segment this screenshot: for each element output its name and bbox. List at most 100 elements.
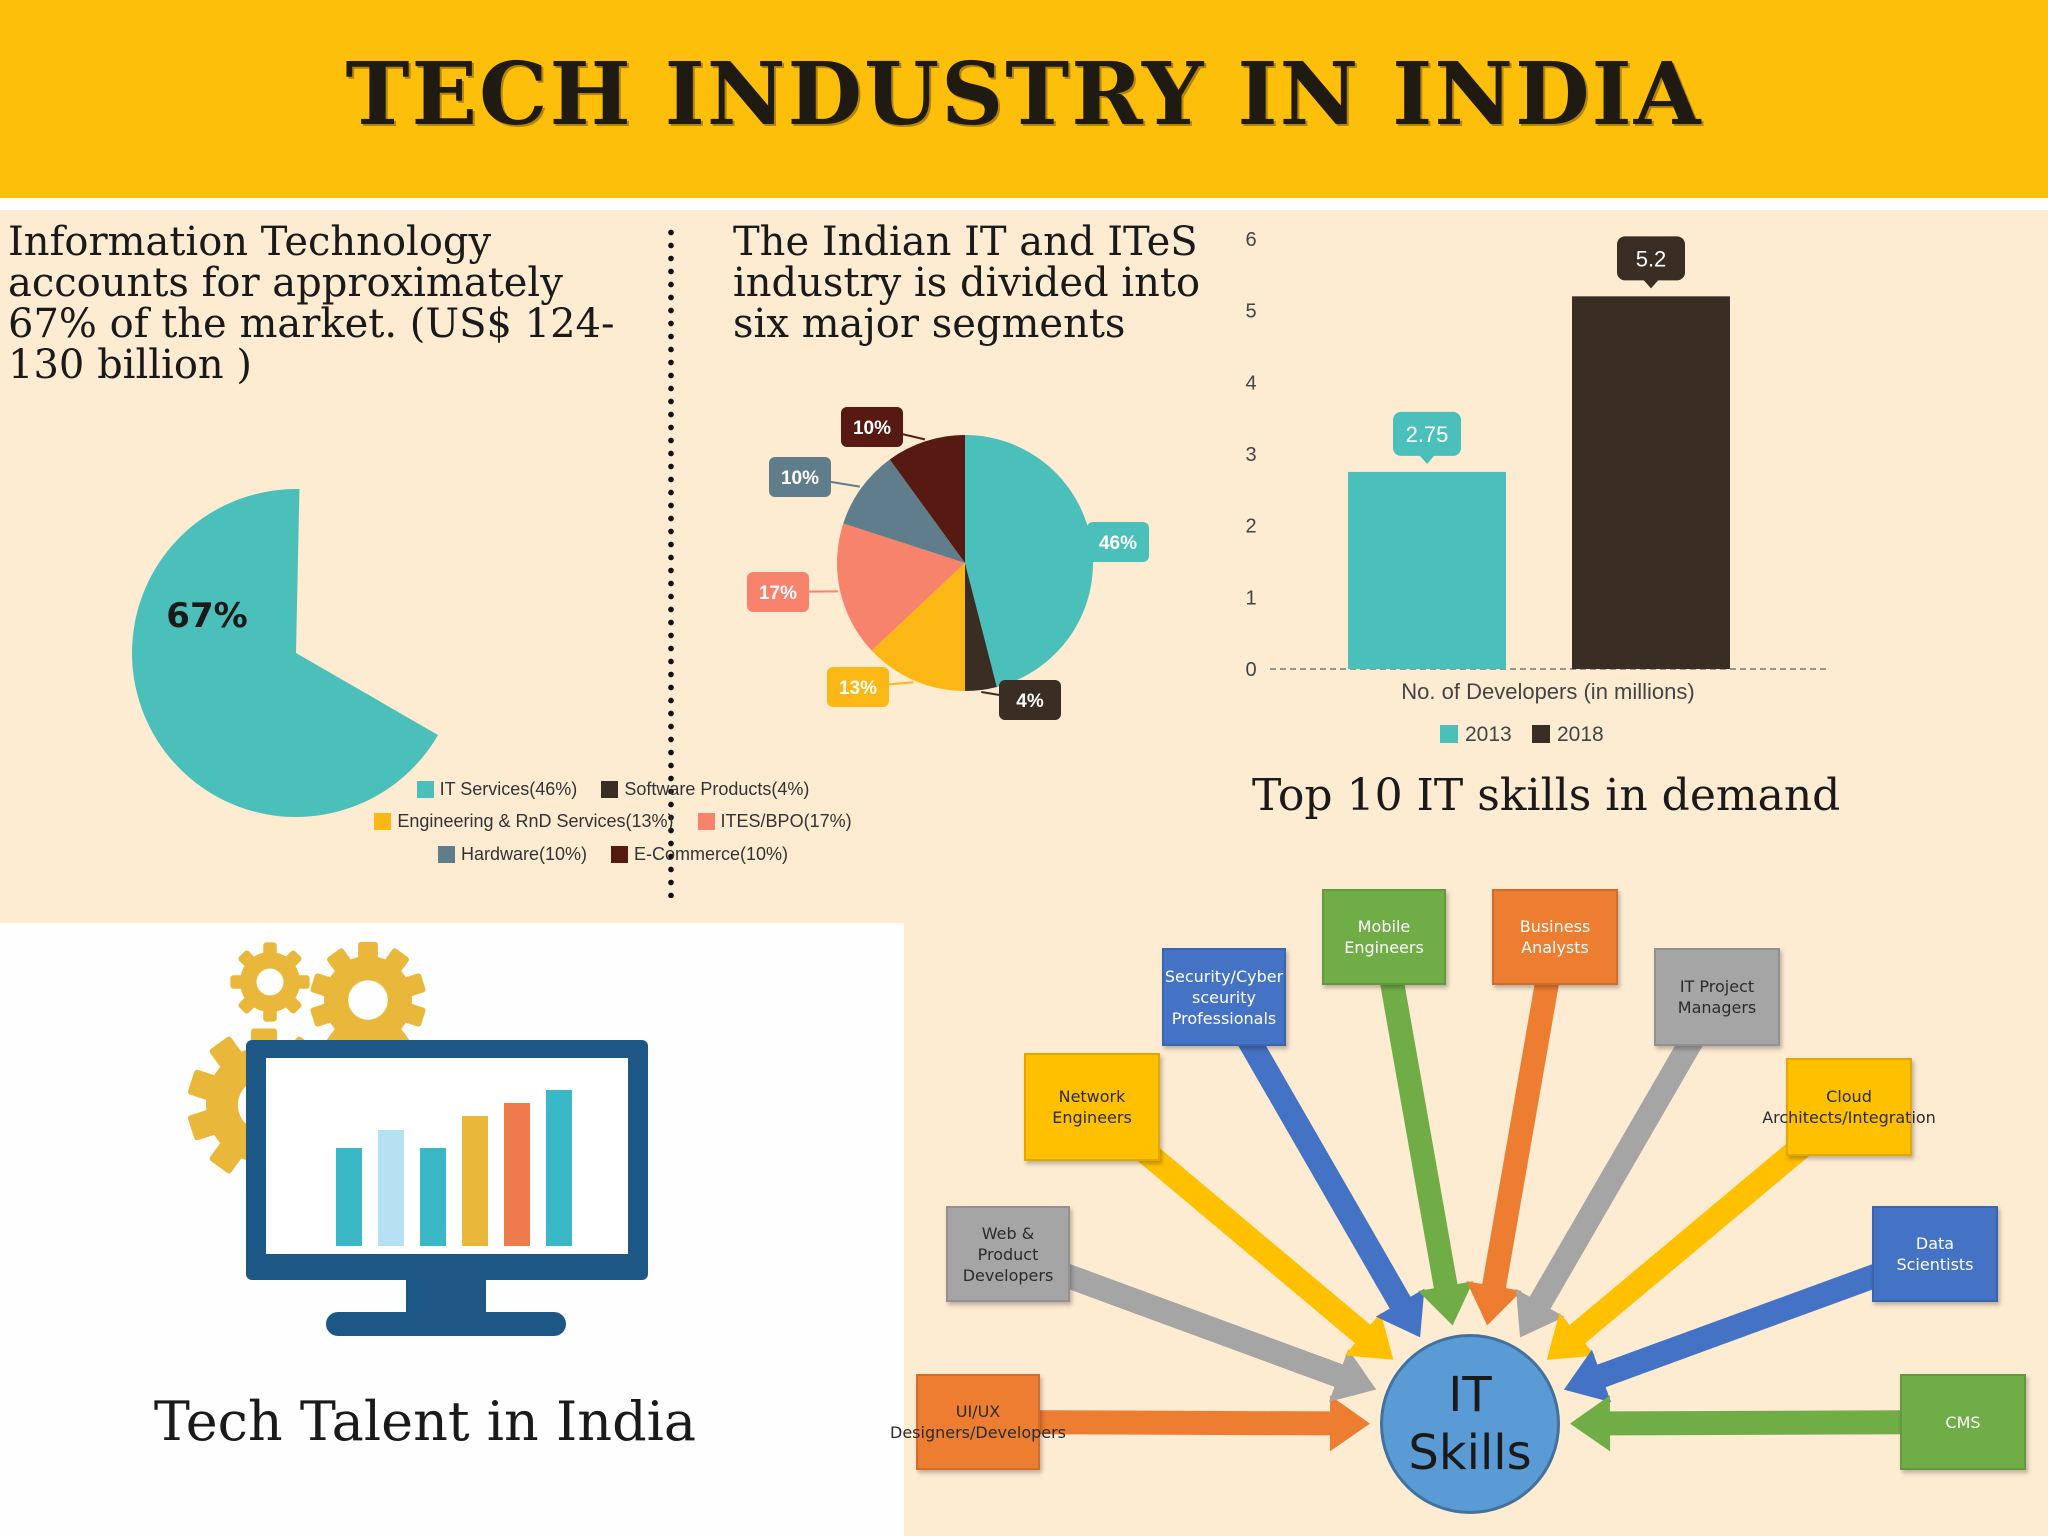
skill-box: Business Analysts bbox=[1492, 889, 1618, 985]
skill-arrow bbox=[977, 1395, 1371, 1452]
skill-box: IT Project Managers bbox=[1654, 948, 1780, 1046]
skill-label: Cloud Architects/Integration bbox=[1762, 1087, 1936, 1127]
legend-swatch-hardware bbox=[437, 846, 455, 863]
segment-callout-ites-bpo: 17% bbox=[747, 572, 809, 612]
segment-callout-engineering: 13% bbox=[827, 667, 889, 707]
skill-box: UI/UX Designers/Developers bbox=[890, 1374, 1066, 1470]
legend-label-it-services: IT Services(46%) bbox=[439, 779, 578, 799]
skill-arrow bbox=[1084, 1097, 1394, 1360]
skill-box: Web & Product Developers bbox=[946, 1206, 1070, 1302]
y-tick-label: 6 bbox=[1245, 229, 1256, 251]
legend-label-e-commerce: E-Commerce(10%) bbox=[634, 844, 789, 864]
segments-pie-chart: 46% 4% 13% 17% 10% 10% bbox=[747, 407, 1149, 720]
y-tick-label: 1 bbox=[1245, 587, 1256, 609]
skill-box: Data Scientists bbox=[1872, 1206, 1998, 1302]
segment-percent-label: 46% bbox=[1099, 533, 1137, 554]
skill-label: Network Engineers bbox=[1052, 1087, 1132, 1127]
skill-label: Business Analysts bbox=[1519, 917, 1591, 957]
legend-swatch-it-services bbox=[416, 781, 434, 798]
segment-slice-ites-bpo bbox=[837, 523, 965, 651]
y-tick-label: 5 bbox=[1245, 301, 1256, 323]
legend-swatch-2018 bbox=[1532, 725, 1550, 743]
legend-row-1: IT Services(46%) Software Products(4%) bbox=[0, 779, 1226, 800]
skill-arrow bbox=[1546, 1097, 1857, 1360]
header-banner bbox=[0, 0, 2048, 198]
skill-arrow bbox=[1569, 1395, 1964, 1452]
segment-callout-e-commerce: 10% bbox=[841, 407, 903, 447]
skill-arrow bbox=[1213, 991, 1425, 1338]
svg-text:5.2: 5.2 bbox=[1636, 246, 1667, 271]
segment-percent-label: 13% bbox=[839, 678, 877, 699]
it-share-text: Information Technology accounts for appr… bbox=[8, 219, 615, 388]
skill-arrow bbox=[1515, 990, 1728, 1338]
segment-percent-label: 10% bbox=[853, 418, 891, 439]
tech-talent-title: Tech Talent in India bbox=[153, 1390, 697, 1453]
segment-slice-software-products bbox=[965, 563, 997, 691]
segment-slice-it-services bbox=[965, 435, 1093, 687]
it-share-pie-slice bbox=[132, 489, 439, 817]
skill-label: CMS bbox=[1945, 1412, 1981, 1432]
legend-label-ites-bpo: ITES/BPO(17%) bbox=[720, 811, 852, 831]
segment-percent-label: 4% bbox=[1016, 691, 1044, 712]
segment-slice-hardware bbox=[843, 459, 965, 563]
skill-box: Network Engineers bbox=[1024, 1053, 1160, 1161]
y-tick-label: 3 bbox=[1245, 444, 1256, 466]
skill-label: Mobile Engineers bbox=[1344, 917, 1424, 957]
legend-label-hardware: Hardware(10%) bbox=[460, 844, 587, 864]
legend-swatch-ites-bpo bbox=[697, 813, 715, 830]
skill-label: IT Project Managers bbox=[1677, 977, 1757, 1017]
skill-arrow bbox=[1563, 1242, 1940, 1403]
bar-graph-icon bbox=[336, 1090, 572, 1246]
monitor-chart-illustration bbox=[187, 941, 648, 1336]
skills-title: Top 10 IT skills in demand bbox=[1252, 770, 1841, 821]
skill-label: UI/UX Designers/Developers bbox=[890, 1402, 1067, 1442]
segments-title: The Indian IT and ITeS industry is divid… bbox=[733, 219, 1201, 347]
segment-percent-label: 17% bbox=[759, 583, 797, 604]
segment-callout-it-services: 46% bbox=[1087, 522, 1149, 562]
legend-row-3: Hardware(10%) E-Commerce(10%) bbox=[0, 844, 1226, 865]
it-share-percent-label: 67% bbox=[166, 596, 247, 636]
legend-label-engineering: Engineering & RnD Services(13%) bbox=[397, 811, 674, 831]
legend-swatch-engineering bbox=[374, 813, 392, 830]
skill-label: Web & Product Developers bbox=[962, 1223, 1054, 1285]
skill-label: Data Scientists bbox=[1896, 1234, 1974, 1274]
it-share-pie-chart: 67% bbox=[132, 489, 439, 817]
bar-legend: 2013 2018 bbox=[1440, 723, 1604, 746]
skill-label: Security/Cyber sceurity Professionals bbox=[1164, 966, 1284, 1028]
developers-bar-chart: 0 1 2 3 4 5 6 2.75 5.2 No. of Developers (in mill… bbox=[1245, 229, 1830, 746]
section-divider bbox=[668, 226, 674, 898]
skill-box: Mobile Engineers bbox=[1322, 889, 1446, 985]
bar-2013 bbox=[1348, 471, 1506, 669]
hub-label-line2: Skills bbox=[1408, 1425, 1532, 1481]
legend-swatch-software-products bbox=[601, 781, 619, 798]
skill-box: CMS bbox=[1900, 1374, 2026, 1470]
segment-callout-software-products: 4% bbox=[999, 680, 1061, 720]
skill-arrow bbox=[1372, 934, 1474, 1326]
skill-arrow bbox=[1003, 1242, 1377, 1402]
y-tick-label: 0 bbox=[1245, 659, 1256, 681]
bar-value-label-2018: 5.2 bbox=[1617, 236, 1685, 289]
legend-label-software-products: Software Products(4%) bbox=[624, 779, 810, 799]
legend-row-2: Engineering & RnD Services(13%) ITES/BPO… bbox=[0, 811, 1226, 832]
bar-value-label-2013: 2.75 bbox=[1393, 411, 1461, 464]
skill-box: Security/Cyber sceurity Professionals bbox=[1162, 948, 1286, 1046]
legend-swatch-e-commerce bbox=[611, 846, 628, 863]
skill-box: Cloud Architects/Integration bbox=[1762, 1058, 1936, 1156]
legend-swatch-2013 bbox=[1440, 725, 1458, 743]
svg-text:2.75: 2.75 bbox=[1406, 422, 1449, 447]
legend-label-2013: 2013 bbox=[1465, 723, 1512, 746]
segment-slice-engineering bbox=[871, 563, 965, 691]
it-skills-hub: IT Skills bbox=[1380, 1334, 1560, 1514]
segment-callout-hardware: 10% bbox=[769, 457, 831, 497]
x-axis-label: No. of Developers (in millions) bbox=[1401, 679, 1694, 704]
header-divider bbox=[0, 198, 2048, 210]
y-tick-label: 2 bbox=[1245, 516, 1256, 538]
hub-label-line1: IT bbox=[1448, 1367, 1492, 1423]
page-title: TECH INDUSTRY IN INDIA bbox=[345, 44, 1703, 145]
skill-arrow bbox=[1466, 934, 1567, 1326]
bar-2018 bbox=[1572, 296, 1730, 669]
segment-percent-label: 10% bbox=[781, 468, 819, 489]
segment-slice-e-commerce bbox=[889, 435, 965, 563]
legend-label-2018: 2018 bbox=[1557, 723, 1604, 746]
